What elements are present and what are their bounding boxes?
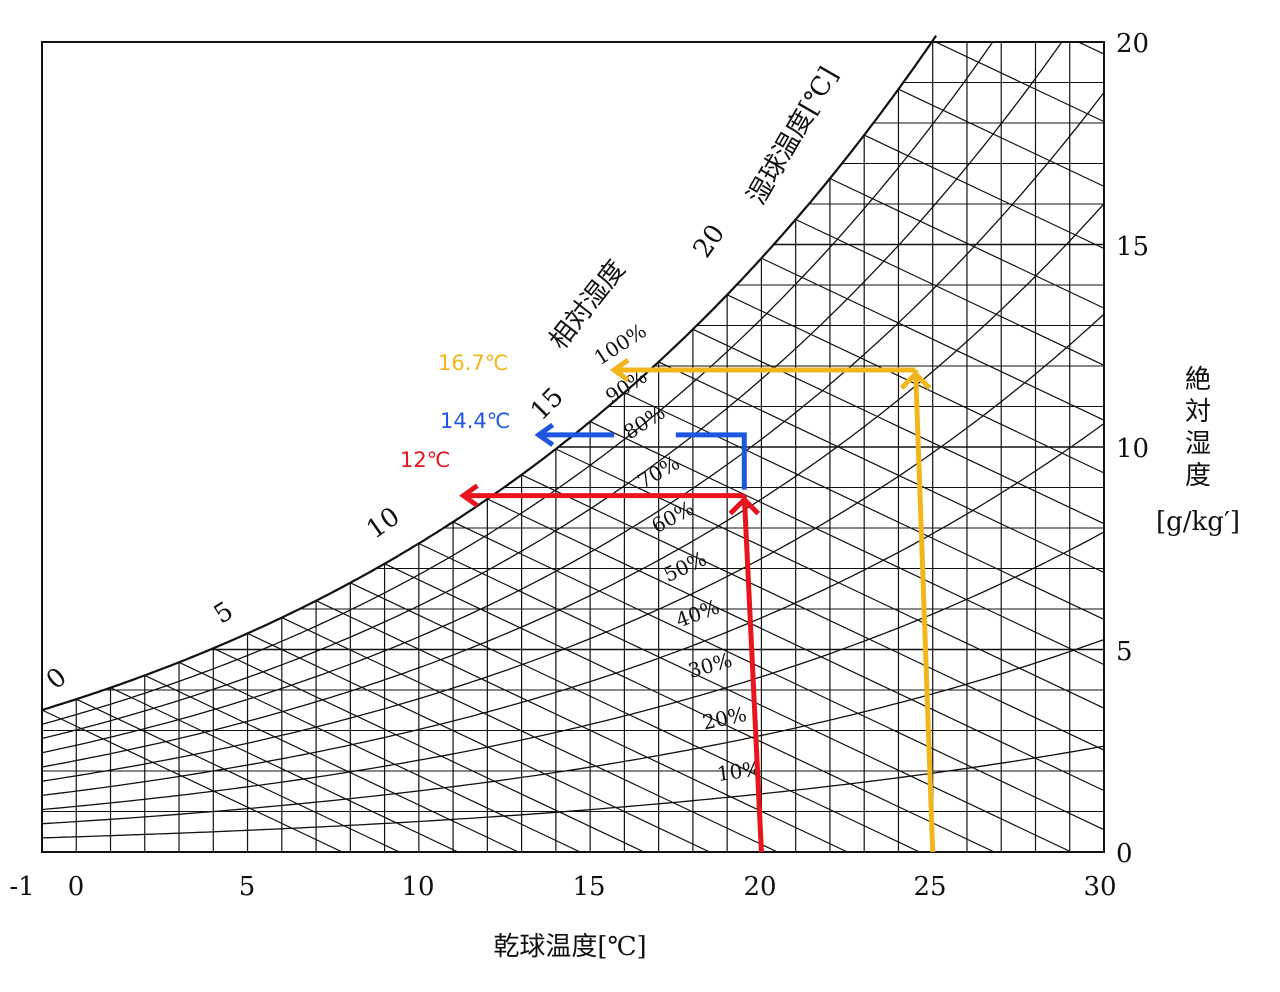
rh-curve — [42, 531, 1104, 811]
wet-bulb-line — [966, 42, 1104, 852]
x-tick-label: 5 — [239, 872, 256, 902]
annotation-labels: 12℃ 14.4℃ 16.7℃ — [400, 351, 510, 472]
rh-curve — [42, 92, 1104, 754]
wet-bulb-line — [76, 698, 400, 852]
rh-label: 40% — [673, 595, 723, 633]
rh-curve — [42, 42, 1104, 725]
wet-bulb-line — [384, 563, 995, 852]
wet-bulb-line — [418, 542, 1072, 852]
y-tick-label: 15 — [1116, 232, 1149, 262]
saturation-labels: 0 5 10 15 20 湿球温度[℃] 相対湿度 — [41, 62, 845, 696]
rh-label: 50% — [660, 546, 710, 587]
red-arrow-up — [741, 495, 764, 853]
x-axis: -1 0 5 10 15 20 25 30 乾球温度[℃] — [9, 872, 1116, 962]
rh-curve — [42, 42, 1104, 740]
wet-bulb-line — [1000, 42, 1104, 852]
wet-bulb-tick-label: 0 — [41, 662, 73, 696]
rh-curve — [42, 422, 1104, 797]
x-tick-label: 30 — [1083, 872, 1116, 902]
wet-bulb-line — [452, 521, 1104, 852]
red-arrow-head — [459, 483, 479, 508]
rh-curve — [42, 745, 1104, 839]
wet-bulb-line — [795, 218, 1104, 852]
rh-label: 20% — [700, 702, 748, 735]
x-tick-label: 20 — [743, 872, 776, 902]
y-tick-label: 20 — [1116, 29, 1149, 59]
wet-bulb-line — [624, 392, 1104, 852]
yellow-arrow-up — [913, 369, 936, 853]
blue-arrow-right-part — [675, 432, 747, 490]
y-axis-label-char: 対 — [1185, 397, 1211, 427]
rh-curve — [42, 638, 1104, 825]
annotation-label-yellow: 16.7℃ — [438, 351, 508, 375]
y-axis: 0 5 10 15 20 絶 対 湿 度 [g/kg′] — [1116, 29, 1240, 869]
rh-curve — [42, 313, 1104, 782]
wet-bulb-line — [350, 582, 920, 852]
chart-grid — [42, 42, 1104, 852]
y-axis-label-char: 湿 — [1185, 429, 1211, 459]
wet-bulb-tick-label: 10 — [361, 502, 405, 546]
wet-bulb-axis-label: 湿球温度[℃] — [742, 62, 845, 210]
x-axis-label: 乾球温度[℃] — [493, 932, 646, 962]
wet-bulb-line — [726, 294, 1104, 852]
annotation-label-red: 12℃ — [400, 448, 450, 472]
wet-bulb-line — [110, 687, 459, 852]
grid-lines — [42, 42, 1104, 852]
y-tick-label: 5 — [1116, 637, 1133, 667]
wet-bulb-tick-label: 15 — [525, 382, 570, 427]
wet-bulb-line — [213, 647, 645, 852]
yellow-arrow-head — [609, 358, 630, 383]
wet-bulb-line — [555, 448, 1104, 852]
wet-bulb-line — [1035, 42, 1104, 852]
red-arrow-head — [728, 496, 761, 516]
rh-curve — [42, 203, 1104, 768]
y-axis-label-char: 絶 — [1185, 365, 1211, 395]
wet-bulb-line — [487, 498, 1104, 852]
wet-bulb-line — [144, 674, 519, 852]
wet-bulb-line — [829, 177, 1104, 852]
wet-bulb-line — [247, 632, 710, 852]
wet-bulb-line — [178, 661, 581, 852]
rh-labels: 100% 90% 80% 70% 60% 50% 40% 30% 20% 10% — [590, 318, 763, 786]
yellow-arrow-head — [899, 370, 932, 390]
blue-arrow-head — [534, 422, 555, 447]
x-tick-label: 25 — [913, 872, 946, 902]
y-axis-label-char: 度 — [1185, 461, 1211, 491]
wet-bulb-line — [761, 257, 1104, 852]
y-axis-unit: [g/kg′] — [1156, 507, 1240, 537]
wet-bulb-tick-label: 5 — [209, 596, 239, 630]
wet-bulb-line — [521, 474, 1104, 852]
wet-bulb-line — [281, 617, 778, 852]
annotation-arrows — [459, 358, 936, 853]
x-tick-label: -1 — [9, 872, 34, 902]
y-tick-label: 0 — [1116, 839, 1133, 869]
x-tick-label: 15 — [572, 872, 605, 902]
rh-label: 100% — [590, 318, 651, 369]
y-tick-label: 10 — [1116, 434, 1149, 464]
wet-bulb-line — [658, 361, 1104, 852]
wet-bulb-tick-label: 20 — [688, 219, 732, 263]
annotation-label-blue: 14.4℃ — [440, 409, 510, 433]
x-tick-label: 10 — [401, 872, 434, 902]
x-tick-label: 0 — [68, 872, 85, 902]
